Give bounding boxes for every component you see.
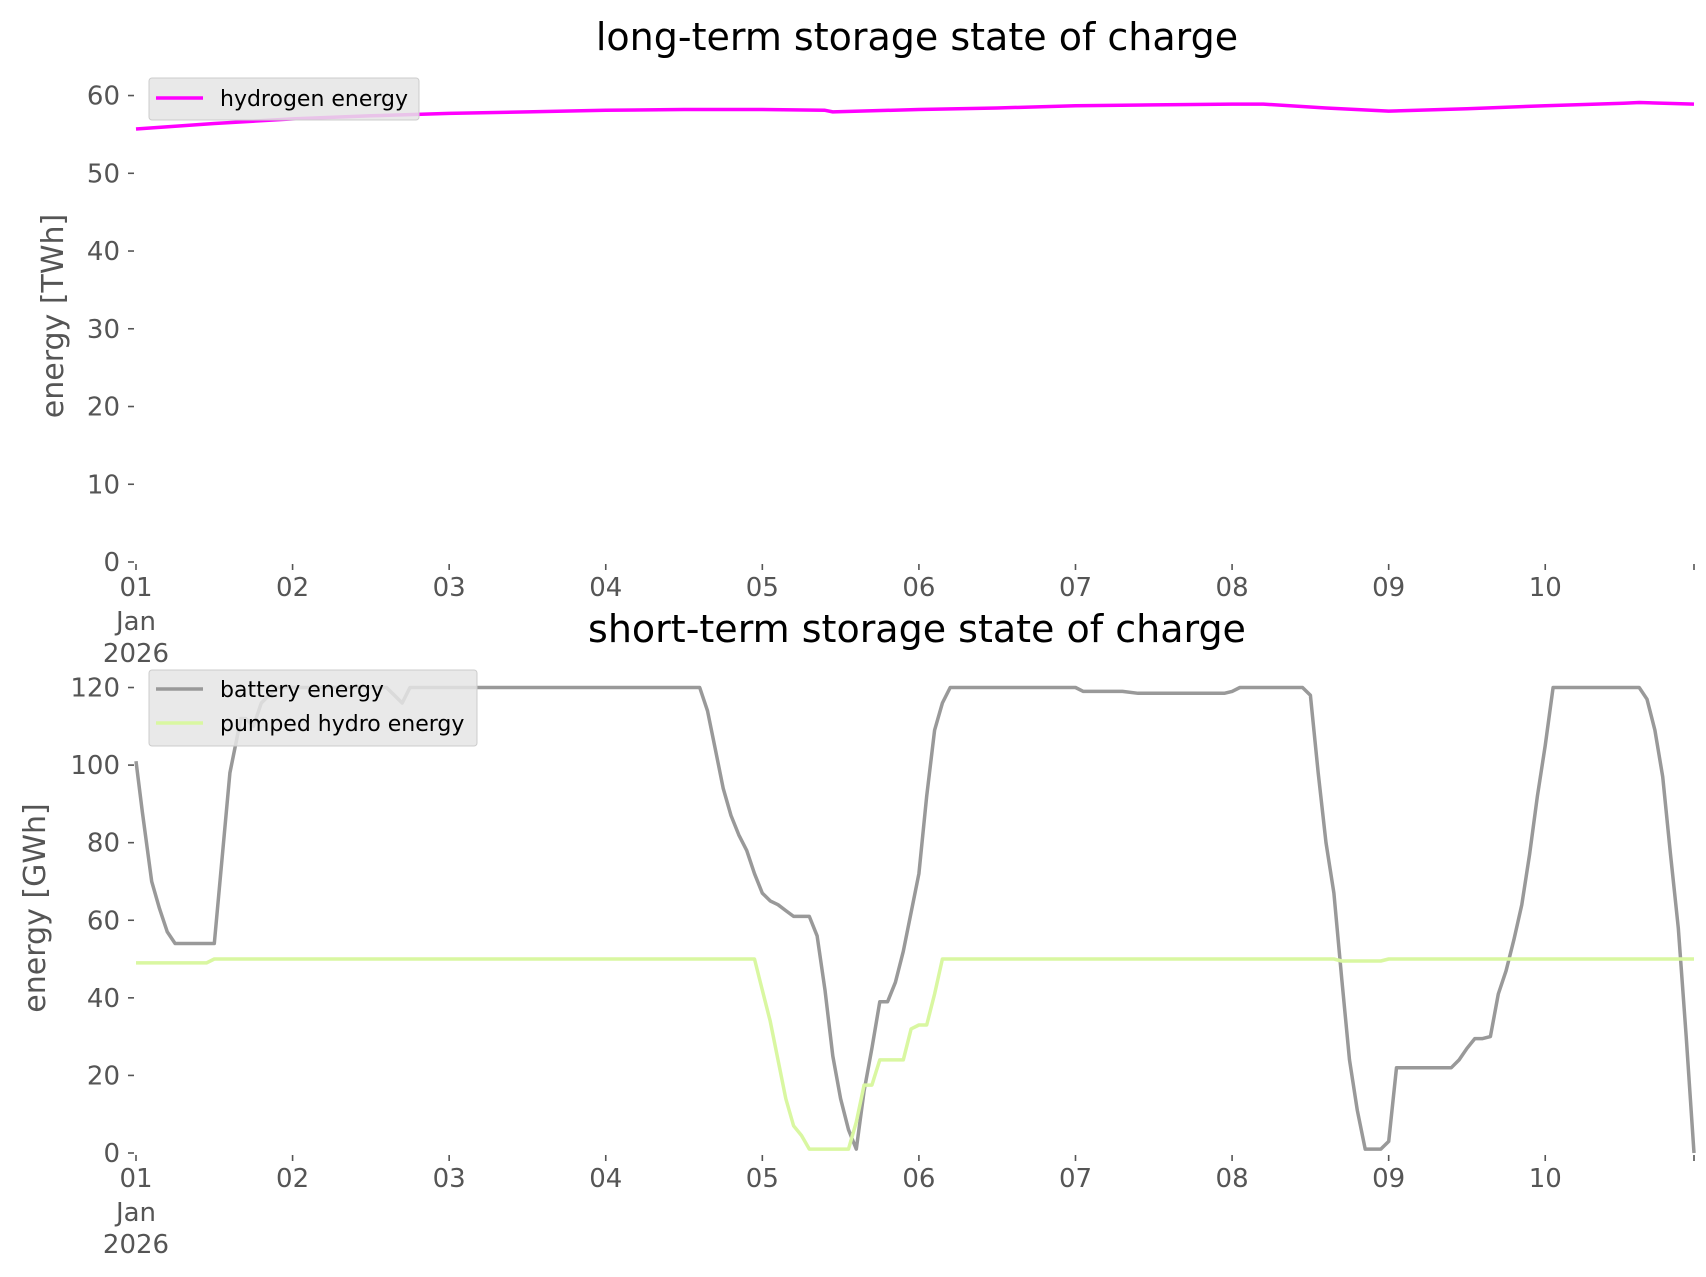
- x-tick-label: 08: [1216, 573, 1249, 603]
- x-tick-label: 02: [276, 1164, 309, 1194]
- series-line-battery-energy: [134, 685, 1696, 1154]
- x-tick-label: 01: [119, 573, 152, 603]
- x-tick-label: 07: [1059, 1164, 1092, 1194]
- x-tick-sublabel: 2026: [103, 639, 169, 669]
- y-tick-label: 40: [87, 984, 120, 1014]
- x-tick-label: 01: [119, 1164, 152, 1194]
- chart-title: long-term storage state of charge: [596, 15, 1238, 59]
- x-tick-label: 06: [902, 573, 935, 603]
- x-tick-label: 04: [589, 1164, 622, 1194]
- x-tick-sublabel: Jan: [114, 607, 156, 637]
- x-tick-label: 02: [276, 573, 309, 603]
- x-tick-label: 03: [433, 573, 466, 603]
- x-tick-label: 03: [433, 1164, 466, 1194]
- legend-label-pumped-hydro: pumped hydro energy: [220, 712, 464, 737]
- x-tick-label: 05: [746, 573, 779, 603]
- y-tick-label: 20: [87, 393, 120, 423]
- chart-title: short-term storage state of charge: [588, 607, 1246, 651]
- y-tick-label: 50: [87, 159, 120, 189]
- y-tick-label: 20: [87, 1061, 120, 1091]
- series-line-pumped-hydro-energy: [136, 957, 1694, 1151]
- x-tick-label: 06: [902, 1164, 935, 1194]
- x-tick-label: 08: [1216, 1164, 1249, 1194]
- x-tick-sublabel: Jan: [114, 1198, 156, 1228]
- x-tick-label: 10: [1529, 573, 1562, 603]
- legend-label-hydrogen: hydrogen energy: [220, 87, 408, 112]
- y-tick-label: 120: [70, 674, 120, 704]
- y-tick-label: 60: [87, 906, 120, 936]
- legend-box: [148, 77, 420, 121]
- legend: battery energy pumped hydro energy: [148, 669, 478, 747]
- legend-box: [148, 669, 478, 747]
- x-tick-label: 05: [746, 1164, 779, 1194]
- y-tick-label: 30: [87, 315, 120, 345]
- x-tick-label: 09: [1372, 573, 1405, 603]
- short-term-storage-chart: short-term storage state of charge energ…: [18, 607, 1696, 1260]
- series-lines: [135, 100, 1695, 131]
- x-tick-label: 10: [1529, 1164, 1562, 1194]
- y-tick-label: 40: [87, 237, 120, 267]
- y-tick-label: 80: [87, 829, 120, 859]
- x-tick-sublabel: 2026: [103, 1230, 169, 1260]
- y-axis-label: energy [TWh]: [36, 214, 71, 418]
- long-term-storage-chart: long-term storage state of charge energy…: [36, 15, 1695, 669]
- y-tick-label: 60: [87, 82, 120, 112]
- y-tick-label: 0: [103, 1139, 120, 1169]
- x-tick-label: 07: [1059, 573, 1092, 603]
- series-line-hydrogen-energy: [135, 100, 1695, 131]
- y-tick-label: 0: [103, 548, 120, 578]
- x-tick-label: 09: [1372, 1164, 1405, 1194]
- y-tick-label: 10: [87, 470, 120, 500]
- series-lines: [134, 685, 1696, 1154]
- y-tick-label: 100: [70, 751, 120, 781]
- x-tick-label: 04: [589, 573, 622, 603]
- legend: hydrogen energy: [148, 77, 420, 121]
- y-axis-label: energy [GWh]: [18, 803, 53, 1012]
- legend-label-battery: battery energy: [220, 678, 384, 703]
